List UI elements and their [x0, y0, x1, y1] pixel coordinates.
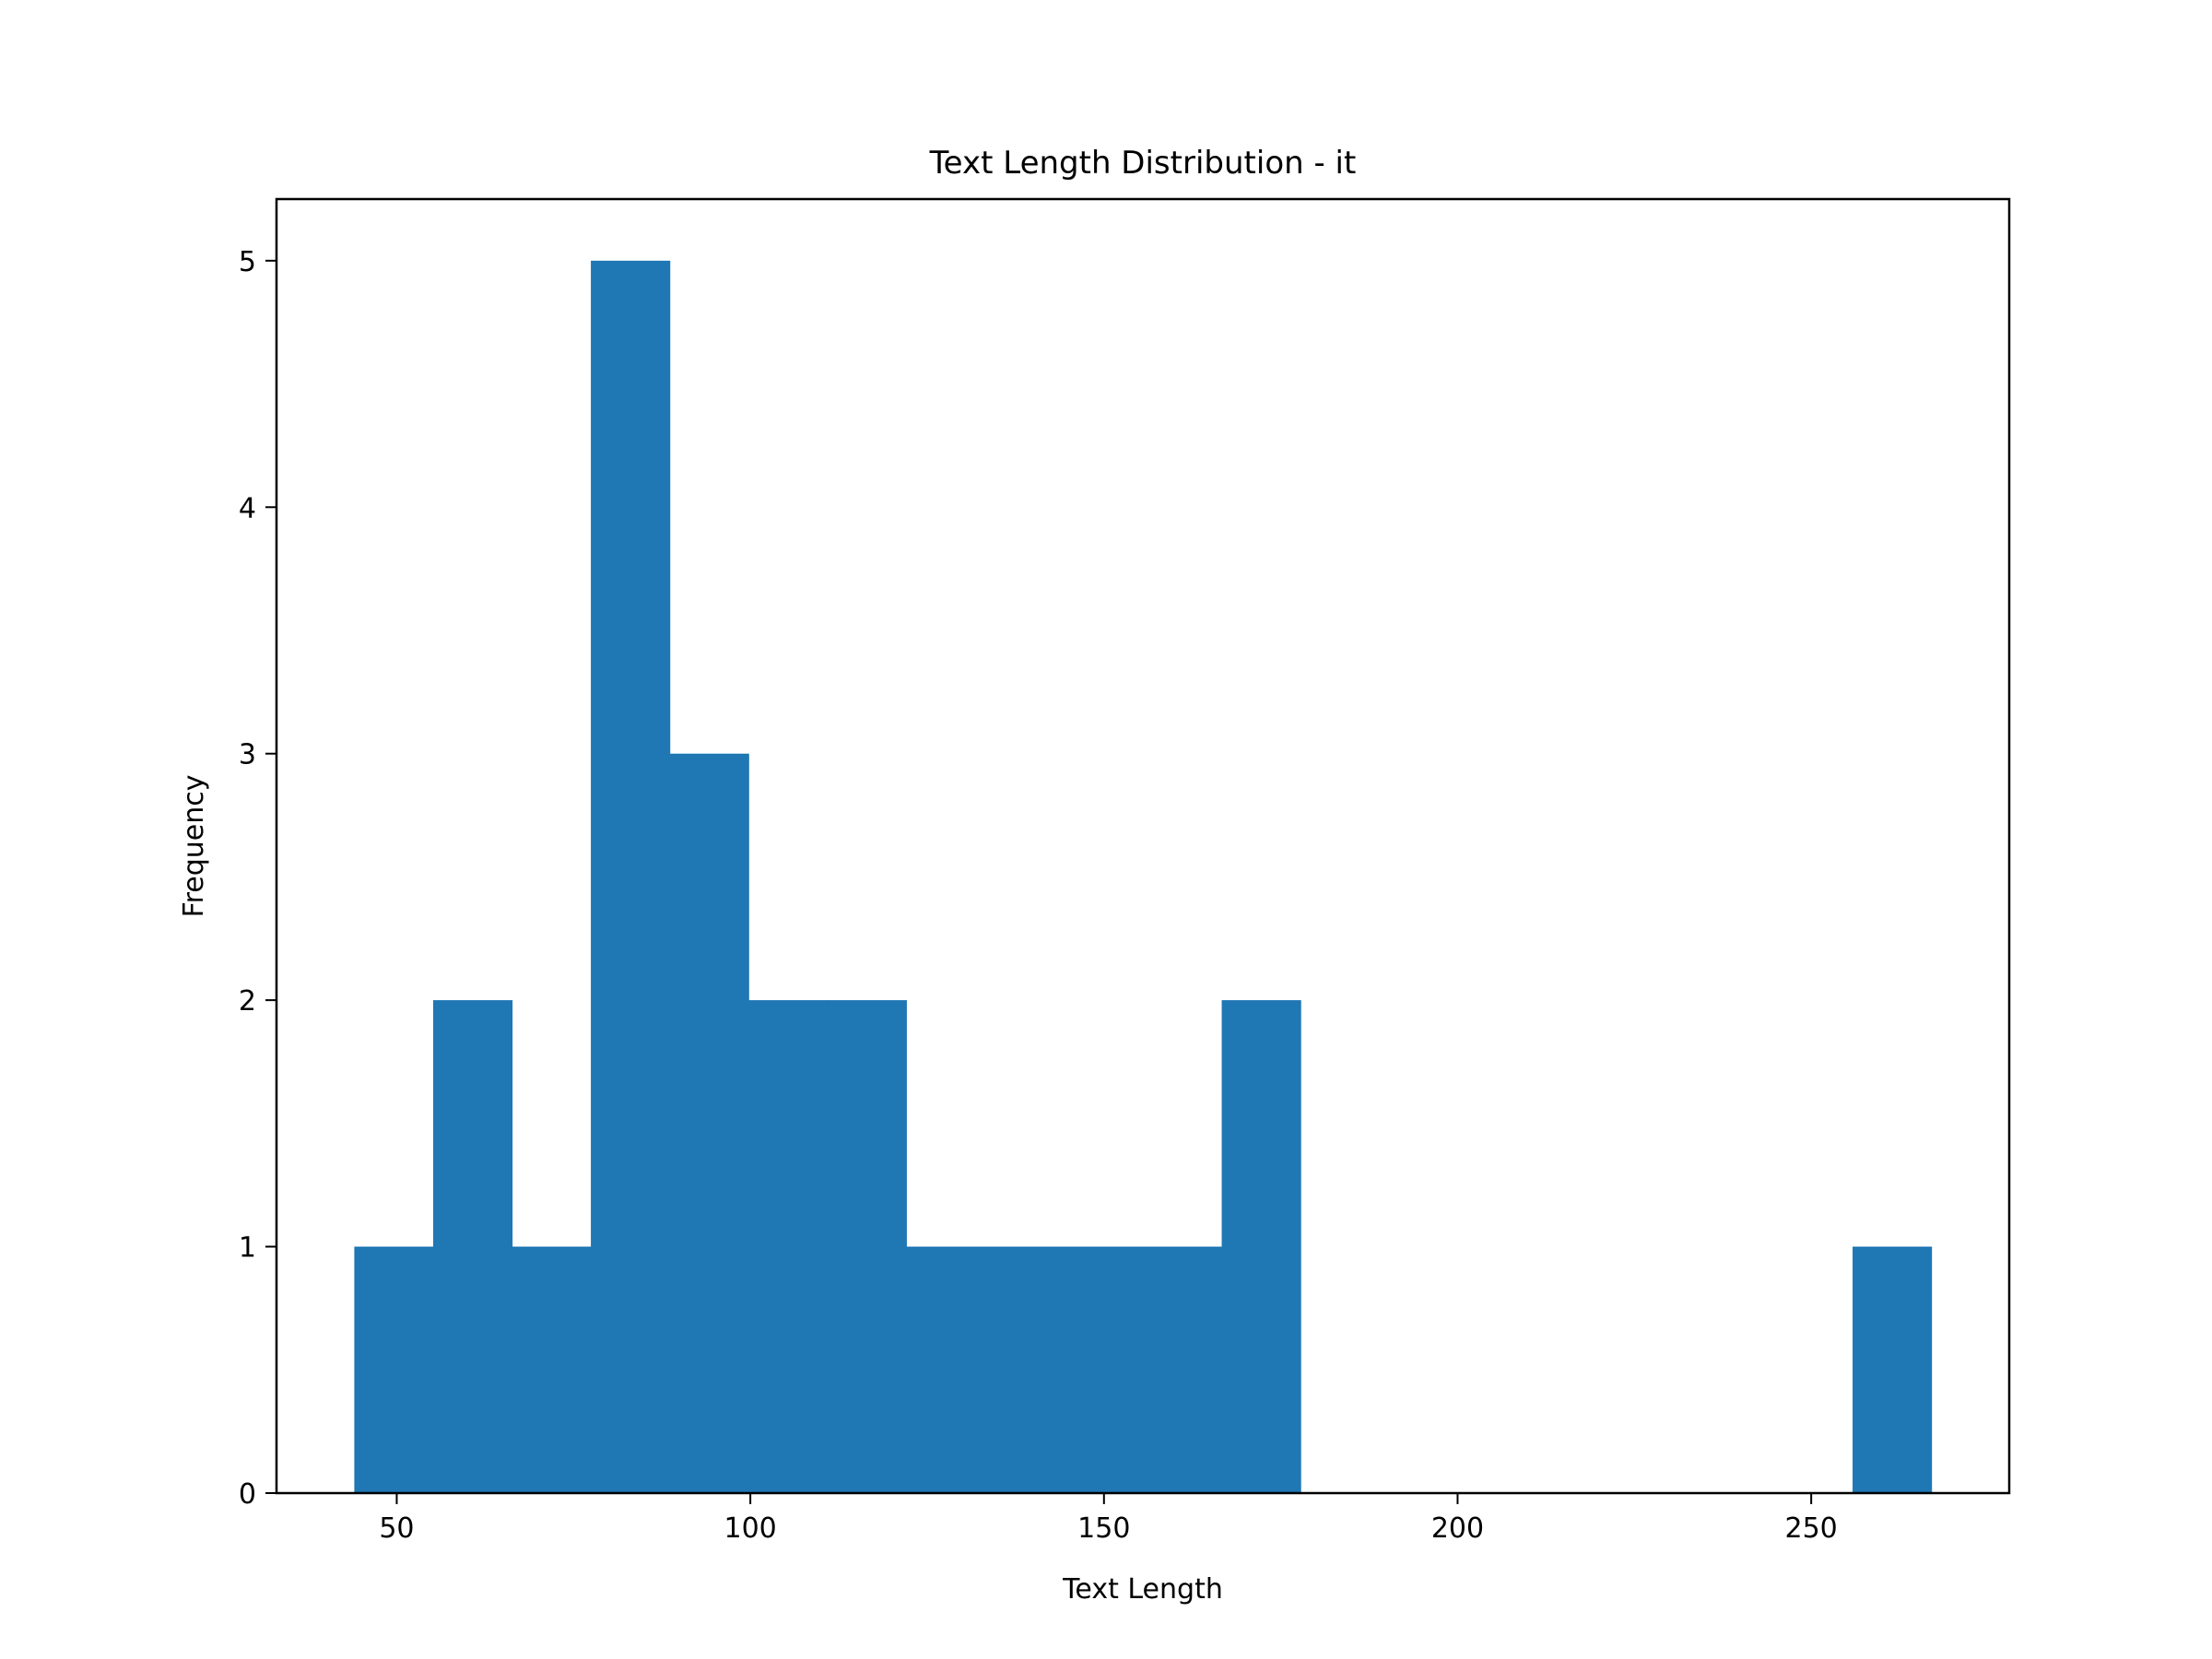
x-tick-label: 250: [1785, 1512, 1838, 1545]
histogram-bars: [354, 260, 1933, 1493]
y-tick-label: 0: [239, 1478, 256, 1511]
x-axis-label: Text Length: [1062, 1573, 1223, 1606]
histogram-bar-5: [748, 1000, 829, 1493]
x-tick-label: 50: [379, 1512, 414, 1545]
histogram-bar-1: [432, 1000, 513, 1493]
y-tick-label: 2: [239, 985, 256, 1018]
histogram-bar-11: [1221, 1000, 1301, 1493]
x-axis-ticks: 50 100 150 200 250: [379, 1493, 1838, 1545]
y-axis-label: Frequency: [178, 775, 210, 918]
x-tick-label: 200: [1431, 1512, 1484, 1545]
histogram-bar-10: [1143, 1246, 1223, 1493]
histogram-bar-19: [1853, 1246, 1933, 1493]
histogram-bar-3: [591, 260, 671, 1493]
plot-frame: [275, 197, 2011, 1495]
x-tick-label: 100: [724, 1512, 776, 1545]
y-tick-label: 5: [239, 246, 256, 278]
histogram-bar-9: [1064, 1246, 1144, 1493]
chart-title: Text Length Distribution - it: [929, 145, 1357, 182]
histogram-bar-8: [984, 1246, 1065, 1493]
histogram-bar-6: [827, 1000, 907, 1493]
histogram-bar-7: [906, 1246, 986, 1493]
histogram-bar-2: [512, 1246, 592, 1493]
histogram-bar-0: [354, 1246, 434, 1493]
y-tick-label: 1: [239, 1232, 256, 1265]
histogram-bar-4: [669, 753, 749, 1493]
x-tick-label: 150: [1077, 1512, 1130, 1545]
y-tick-label: 3: [239, 739, 256, 771]
y-tick-label: 4: [239, 492, 256, 524]
y-axis-ticks: 0 1 2 3 4 5: [239, 246, 276, 1511]
